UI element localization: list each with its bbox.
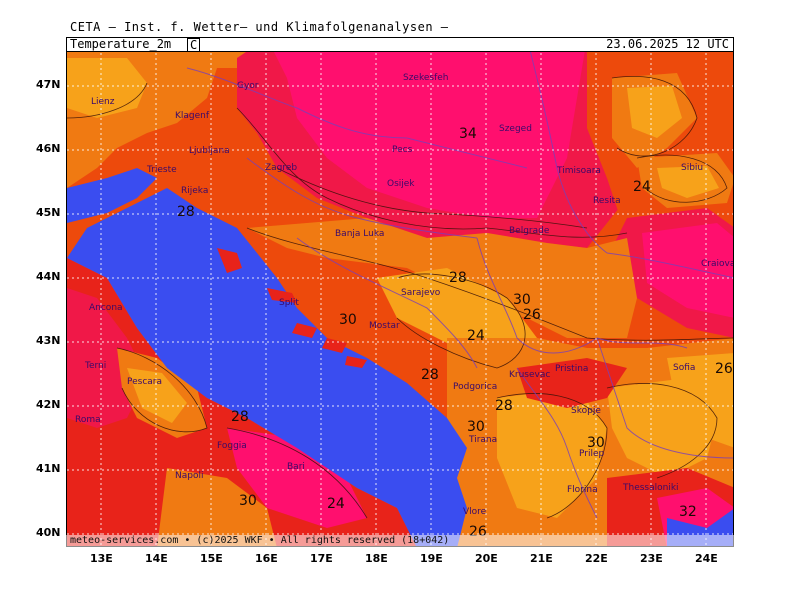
lat-lon-grid bbox=[67, 38, 733, 546]
city-label: Szeged bbox=[499, 124, 532, 134]
map-frame: Szekesfeh Gyor Klagenf Lienz Ljubljana Z… bbox=[66, 37, 734, 547]
city-label: Sibiu bbox=[681, 163, 703, 173]
footer: meteo-services.com • (c)2025 WKF • All r… bbox=[66, 535, 734, 547]
title-bar: Temperature_2m C 23.06.2025 12 UTC bbox=[66, 37, 734, 52]
alps-warm-spot bbox=[67, 58, 147, 118]
contour-label: 28 bbox=[495, 398, 513, 414]
city-label: Pecs bbox=[392, 145, 413, 155]
lat-label: 43N bbox=[36, 334, 61, 347]
lon-label: 22E bbox=[585, 552, 608, 565]
city-label: Sarajevo bbox=[401, 288, 441, 298]
unit-label: C bbox=[187, 38, 201, 52]
national-borders bbox=[186, 38, 733, 519]
city-label: Rijeka bbox=[181, 186, 208, 196]
lat-label: 41N bbox=[36, 462, 61, 475]
lon-label: 16E bbox=[255, 552, 278, 565]
contour-label: 30 bbox=[587, 435, 605, 451]
lon-label: 17E bbox=[310, 552, 333, 565]
lon-label: 14E bbox=[145, 552, 168, 565]
city-label: Podgorica bbox=[453, 382, 497, 392]
contour-label: 26 bbox=[523, 307, 541, 323]
city-label: Vlore bbox=[463, 507, 487, 517]
city-label: Prilep bbox=[579, 449, 605, 459]
city-label: Thessaloniki bbox=[622, 483, 679, 493]
contour-label: 28 bbox=[421, 367, 439, 383]
apulia-hot-zone bbox=[227, 428, 367, 528]
city-label: Split bbox=[279, 298, 299, 308]
lon-label: 23E bbox=[640, 552, 663, 565]
lon-label: 13E bbox=[90, 552, 113, 565]
sibiu-warm-spot bbox=[657, 166, 719, 198]
city-label: Florina bbox=[567, 485, 598, 495]
city-label: Foggia bbox=[217, 441, 247, 451]
city-label: Lienz bbox=[91, 97, 115, 107]
contour-label: 24 bbox=[467, 328, 485, 344]
city-label: Belgrade bbox=[509, 226, 550, 236]
parameter-label: Temperature_2m bbox=[70, 37, 172, 51]
contour-label: 28 bbox=[449, 270, 467, 286]
city-label: Krusevac bbox=[509, 370, 550, 380]
lat-label: 42N bbox=[36, 398, 61, 411]
lon-label: 19E bbox=[420, 552, 443, 565]
contour-label: 26 bbox=[715, 361, 733, 377]
albania-warm-zone bbox=[497, 388, 607, 518]
gulf-of-trieste bbox=[67, 168, 157, 223]
dalmatian-islands bbox=[217, 248, 367, 368]
lat-label: 40N bbox=[36, 526, 61, 539]
city-label: Banja Luka bbox=[335, 229, 384, 239]
contour-label: 24 bbox=[633, 179, 651, 195]
contour-label: 28 bbox=[177, 204, 195, 220]
lon-label: 20E bbox=[475, 552, 498, 565]
contour-label: 30 bbox=[239, 493, 257, 509]
contour-label: 30 bbox=[467, 419, 485, 435]
city-label: Osijek bbox=[387, 179, 415, 189]
contour-label: 30 bbox=[339, 312, 357, 328]
contour-label: 30 bbox=[513, 292, 531, 308]
city-label: Zagreb bbox=[265, 163, 297, 173]
city-label: Ancona bbox=[89, 303, 123, 313]
city-label: Terni bbox=[84, 361, 106, 371]
city-label: Napoli bbox=[175, 471, 203, 481]
city-label: Szekesfeh bbox=[403, 73, 449, 83]
header-title: CETA — Inst. f. Wetter— und Klimafolgena… bbox=[70, 20, 449, 34]
south-italy-cool-zone bbox=[157, 468, 277, 546]
contour-label: 32 bbox=[679, 504, 697, 520]
city-label: Skopje bbox=[571, 406, 601, 416]
city-label: Roma bbox=[75, 415, 101, 425]
city-label: Timisoara bbox=[556, 166, 601, 176]
city-label: Bari bbox=[287, 462, 305, 472]
hungary-hottest-zone bbox=[267, 38, 587, 218]
city-label: Tirana bbox=[468, 435, 497, 445]
city-label: Sofia bbox=[673, 363, 695, 373]
kosovo-hot-zone bbox=[517, 358, 627, 408]
city-label: Pescara bbox=[127, 377, 162, 387]
city-label: Trieste bbox=[146, 165, 177, 175]
contour-label: 24 bbox=[327, 496, 345, 512]
city-label: Gyor bbox=[237, 81, 259, 91]
contour-label: 28 bbox=[231, 409, 249, 425]
apennine-warm-spot bbox=[127, 368, 187, 423]
city-label: Mostar bbox=[369, 321, 400, 331]
contour-label: 34 bbox=[459, 126, 477, 142]
valid-time: 23.06.2025 12 UTC bbox=[606, 37, 729, 51]
temperature-map: Szekesfeh Gyor Klagenf Lienz Ljubljana Z… bbox=[67, 38, 734, 546]
lon-label: 18E bbox=[365, 552, 388, 565]
lat-label: 45N bbox=[36, 206, 61, 219]
city-label: Klagenf bbox=[175, 111, 210, 121]
copyright-text: meteo-services.com • (c)2025 WKF • All r… bbox=[70, 535, 450, 546]
city-label: Craiova bbox=[701, 259, 734, 269]
lat-label: 44N bbox=[36, 270, 61, 283]
lat-label: 47N bbox=[36, 78, 61, 91]
carpathian-warm-spot bbox=[627, 86, 682, 138]
lat-label: 46N bbox=[36, 142, 61, 155]
lon-label: 24E bbox=[695, 552, 718, 565]
contour-lines bbox=[67, 76, 733, 519]
city-label: Ljubljana bbox=[189, 146, 230, 156]
lon-label: 21E bbox=[530, 552, 553, 565]
city-label: Resita bbox=[593, 196, 621, 206]
city-label: Pristina bbox=[555, 364, 588, 374]
craiova-hottest-zone bbox=[642, 223, 733, 318]
lon-label: 15E bbox=[200, 552, 223, 565]
